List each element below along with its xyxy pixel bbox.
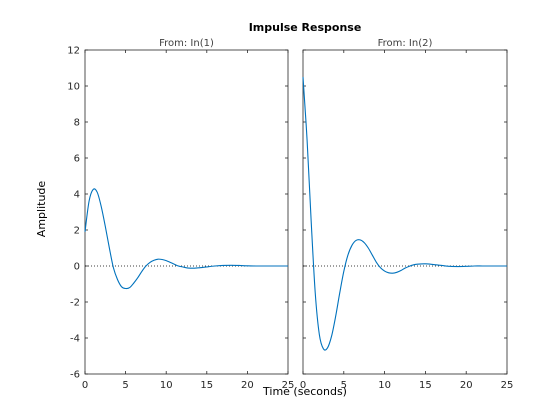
response-line — [84, 188, 288, 290]
panel-subtitle: From: In(1) — [159, 38, 214, 49]
y-tick-label: -4 — [70, 334, 80, 345]
x-tick-label: 15 — [419, 380, 432, 391]
panels: From: In(1)0 5 10 15 20 25-6-4-2024681012From… — [67, 38, 513, 391]
y-tick-label: -6 — [70, 370, 80, 381]
panel-1: From: In(1) 0 5 10 15 20 25 -6 -4 -2 0 2 4 6 8 10 12 — [67, 38, 294, 391]
x-tick-label: 10 — [378, 380, 391, 391]
panel-subtitle: From: In(2) — [378, 38, 433, 49]
y-tick-label: 8 — [74, 118, 80, 129]
x-tick-label: 15 — [200, 380, 213, 391]
x-tick-label: 0 — [300, 380, 306, 391]
x-tick-label: 5 — [341, 380, 347, 391]
x-tick-label: 0 — [82, 380, 88, 391]
x-tick-label: 10 — [160, 380, 173, 391]
x-tick-label: 5 — [122, 380, 128, 391]
y-tick-label: 10 — [67, 82, 80, 93]
x-tick-label: 25 — [501, 380, 514, 391]
y-tick-label: 12 — [67, 46, 80, 57]
y-tick-label: 0 — [74, 262, 80, 273]
x-tick-label: 20 — [241, 380, 254, 391]
chart-title: Impulse Response — [249, 21, 362, 34]
x-tick-label: 20 — [460, 380, 473, 391]
y-tick-label: -2 — [70, 298, 80, 309]
x-tick-label: 25 — [282, 380, 295, 391]
y-tick-label: 4 — [74, 190, 80, 201]
response-line — [302, 76, 507, 351]
y-axis-label: Amplitude — [35, 181, 48, 238]
panel-2: From: In(2) 0 5 10 15 20 25 — [300, 38, 514, 391]
x-axis-label: Time (seconds) — [262, 385, 347, 398]
axes-box — [302, 49, 508, 375]
axes-box — [84, 49, 289, 375]
y-tick-label: 2 — [74, 226, 80, 237]
y-tick-label: 6 — [74, 154, 80, 165]
